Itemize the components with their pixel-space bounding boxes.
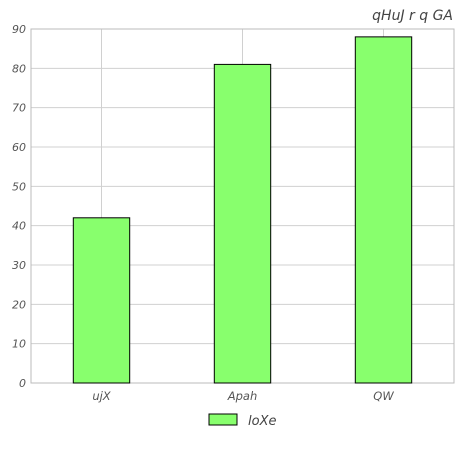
x-axis-ticks: ujX Apah QW [92,389,394,403]
bar-QW [354,36,413,384]
y-tick-label: 70 [12,102,26,115]
bar-Apah [213,63,272,384]
x-tick-label: QW [373,389,394,403]
legend-label: loXe [248,414,276,429]
bar-ujX [72,217,131,384]
bars [72,36,413,384]
legend-swatch [208,413,238,426]
legend: loXe [208,413,276,429]
chart-title: qHuJ r q GA [372,8,453,24]
y-tick-label: 80 [12,62,26,75]
y-tick-label: 10 [12,338,26,351]
y-axis-ticks: 0 10 20 30 40 50 60 70 80 90 [12,23,26,390]
x-tick-label: ujX [92,389,111,403]
y-tick-label: 0 [19,377,26,390]
y-tick-label: 20 [12,298,26,311]
y-tick-label: 30 [12,259,26,272]
y-tick-label: 90 [12,23,26,36]
y-tick-label: 50 [12,180,26,193]
x-tick-label: Apah [227,389,258,403]
y-tick-label: 60 [12,141,26,154]
y-tick-label: 40 [12,220,26,233]
